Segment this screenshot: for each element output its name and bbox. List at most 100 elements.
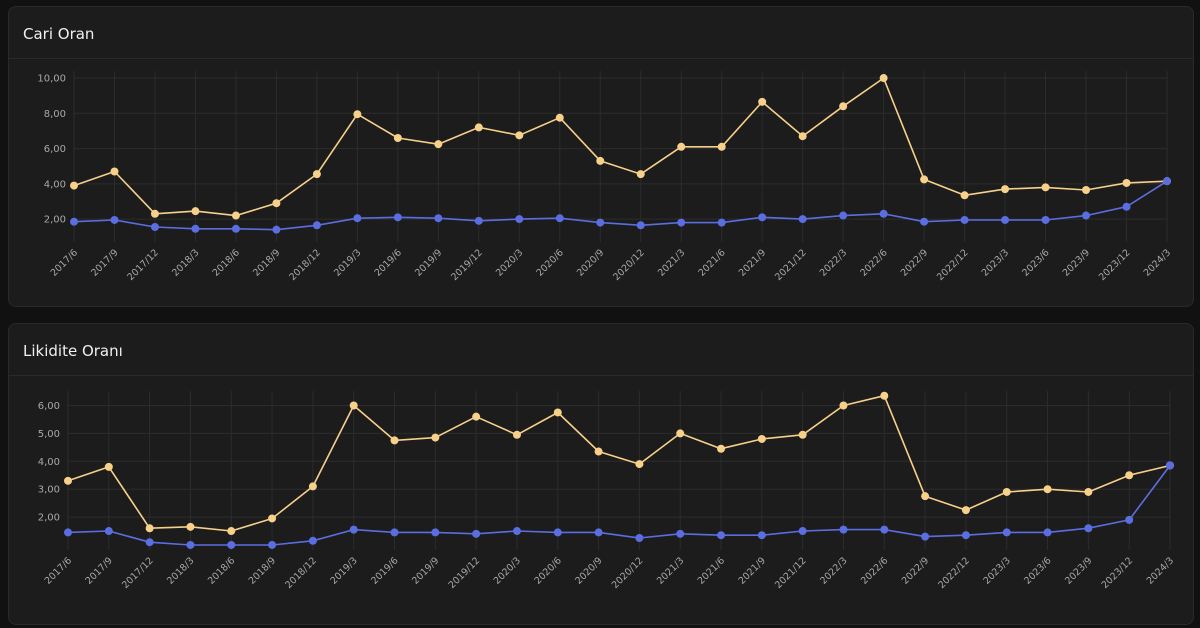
series-yellow-point xyxy=(393,133,402,142)
series-blue-point xyxy=(594,528,603,537)
x-tick-label: 2021/6 xyxy=(696,555,727,586)
series-yellow-point xyxy=(472,412,481,421)
x-tick-label: 2020/3 xyxy=(494,247,525,278)
series-blue-point xyxy=(920,217,929,226)
x-tick-label: 2019/9 xyxy=(413,247,444,278)
x-tick-label: 2022/6 xyxy=(859,555,890,586)
likidite-orani-title: Likidite Oranı xyxy=(23,342,123,360)
x-tick-label: 2019/12 xyxy=(449,247,485,283)
series-yellow-point xyxy=(231,211,240,220)
series-blue-point xyxy=(677,218,686,227)
series-blue-point xyxy=(636,221,645,230)
series-yellow-point xyxy=(594,447,603,456)
cari-oran-title: Cari Oran xyxy=(23,25,95,43)
series-yellow-point xyxy=(349,401,358,410)
series-blue-point xyxy=(1001,215,1010,224)
series-blue-point xyxy=(104,527,113,536)
likidite-orani-chart: 2,00 3,00 4,00 5,00 6,00 2017/6 2017/9 2017/12 2… xyxy=(38,391,1176,591)
series-yellow-point xyxy=(798,132,807,141)
series-blue-point xyxy=(1122,202,1131,211)
x-tick-label: 2021/3 xyxy=(656,247,687,278)
series-yellow-point xyxy=(70,181,78,190)
x-tick-label: 2018/12 xyxy=(283,555,319,591)
series-blue-point xyxy=(515,215,524,224)
x-tick-label: 2019/12 xyxy=(447,555,483,591)
series-yellow-point xyxy=(553,408,562,417)
series-yellow-point xyxy=(960,191,969,200)
series-blue-point xyxy=(676,529,685,538)
series-blue-point xyxy=(921,532,930,541)
y-tick-label: 3,00 xyxy=(38,485,60,496)
x-tick-label: 2022/3 xyxy=(818,247,849,278)
series-blue-point xyxy=(961,531,970,540)
x-tick-label: 2023/6 xyxy=(1022,555,1053,586)
series-blue-point xyxy=(472,529,481,538)
x-tick-label: 2019/9 xyxy=(410,555,441,586)
series-blue-point xyxy=(110,215,119,224)
series-yellow-point xyxy=(555,113,564,122)
series-blue-point xyxy=(231,224,240,233)
series-yellow-point xyxy=(596,156,605,165)
series-yellow-point xyxy=(272,199,281,208)
x-tick-label: 2023/6 xyxy=(1020,247,1051,278)
cari-oran-card: Cari Oran 2,00 4,00 6,00 8,00 10,00 2017/6 201… xyxy=(8,6,1194,307)
series-blue-point xyxy=(553,528,562,537)
series-blue-line xyxy=(73,180,1168,231)
y-tick-label: 4,00 xyxy=(44,179,66,190)
x-tick-label: 2023/12 xyxy=(1100,555,1136,591)
series-blue-point xyxy=(1163,177,1171,186)
x-tick-label: 2022/9 xyxy=(899,247,930,278)
series-yellow-point xyxy=(268,514,277,523)
series-blue-point xyxy=(64,528,72,537)
series-blue-point xyxy=(798,527,807,536)
series-yellow-point xyxy=(839,102,848,111)
series-yellow-point xyxy=(677,142,686,151)
series-blue-point xyxy=(1082,211,1091,220)
x-tick-label: 2017/6 xyxy=(43,555,74,586)
x-tick-label: 2018/6 xyxy=(211,247,242,278)
x-tick-label: 2019/6 xyxy=(369,555,400,586)
series-yellow-point xyxy=(635,460,644,469)
x-tick-label: 2018/3 xyxy=(170,247,201,278)
series-yellow-point xyxy=(1043,485,1052,494)
series-yellow-point xyxy=(717,444,726,453)
series-blue-point xyxy=(879,209,888,218)
x-tick-label: 2017/12 xyxy=(120,555,156,591)
y-tick-label: 2,00 xyxy=(44,215,66,226)
series-blue-point xyxy=(145,538,154,547)
series-blue-point xyxy=(272,225,281,234)
series-yellow-point xyxy=(921,492,930,501)
series-yellow-point xyxy=(1082,185,1091,194)
series-yellow-point xyxy=(879,74,888,83)
series-yellow-point xyxy=(474,123,483,132)
x-tick-label: 2018/12 xyxy=(287,247,323,283)
x-tick-label: 2020/9 xyxy=(575,247,606,278)
x-tick-label: 2020/12 xyxy=(611,247,647,283)
series-blue-point xyxy=(717,218,726,227)
x-tick-label: 2021/9 xyxy=(737,555,768,586)
x-tick-label: 2017/6 xyxy=(49,247,80,278)
series-yellow-point xyxy=(186,522,195,531)
x-tick-label: 2019/6 xyxy=(373,247,404,278)
x-tick-label: 2020/9 xyxy=(573,555,604,586)
series-blue-line xyxy=(67,465,1171,546)
x-tick-label: 2017/9 xyxy=(84,555,115,586)
series-blue-point xyxy=(434,214,443,223)
x-tick-label: 2020/12 xyxy=(610,555,646,591)
series-blue-point xyxy=(960,215,969,224)
series-blue-point xyxy=(191,224,200,233)
series-blue-point xyxy=(1084,524,1093,533)
series-yellow-point xyxy=(145,524,154,533)
series-blue-point xyxy=(70,217,78,226)
likidite-orani-card: Likidite Oranı 2,00 3,00 4,00 5,00 6,00 2017/… xyxy=(8,323,1194,625)
series-yellow-point xyxy=(1125,471,1134,480)
series-yellow-point xyxy=(104,462,113,471)
series-blue-point xyxy=(353,214,362,223)
series-yellow-point xyxy=(353,110,362,119)
x-tick-label: 2017/12 xyxy=(125,247,161,283)
series-yellow-point xyxy=(434,140,443,149)
x-tick-label: 2018/3 xyxy=(165,555,196,586)
x-tick-label: 2022/6 xyxy=(858,247,889,278)
series-yellow-point xyxy=(1001,185,1010,194)
x-tick-label: 2017/9 xyxy=(89,247,120,278)
